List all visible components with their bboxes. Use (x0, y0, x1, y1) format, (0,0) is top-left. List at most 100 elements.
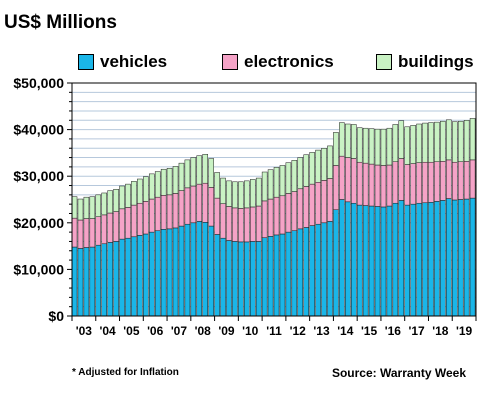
bar-segment-electronics (463, 161, 470, 200)
bar-segment-buildings (261, 171, 268, 202)
bar-segment-electronics (255, 205, 262, 242)
bar-segment-electronics (446, 159, 452, 199)
bar-segment-buildings (356, 127, 363, 163)
bar-segment-vehicles (303, 227, 309, 317)
bar-segment-vehicles (220, 237, 226, 317)
bar-segment-buildings (273, 167, 280, 198)
bar-segment-electronics (244, 207, 250, 243)
x-tick-label: '12 (290, 324, 307, 338)
bar-segment-electronics (166, 194, 173, 230)
bar-segment-electronics (143, 201, 149, 235)
bar-segment-buildings (131, 181, 137, 206)
bar-segment-vehicles (386, 205, 393, 317)
bar-segment-vehicles (446, 198, 452, 317)
bar-segment-buildings (386, 127, 393, 166)
x-tick-label: '07 (171, 324, 188, 338)
bar-segment-electronics (202, 182, 209, 223)
bar-segment-vehicles (125, 237, 131, 317)
bar-segment-buildings (71, 196, 78, 219)
bar-segment-vehicles (457, 199, 464, 317)
bar-segment-vehicles (77, 248, 84, 317)
bar-segment-vehicles (202, 222, 209, 317)
bar-segment-buildings (291, 160, 298, 192)
x-tick-label: '05 (123, 324, 140, 338)
bar-segment-electronics (440, 161, 446, 201)
bar-segment-vehicles (451, 199, 458, 317)
bar-segment-vehicles (315, 223, 321, 317)
bar-segment-buildings (154, 171, 161, 198)
bar-segment-electronics (321, 180, 327, 224)
bar-segment-buildings (392, 124, 399, 162)
bar-segment-vehicles (285, 231, 292, 317)
bar-segment-vehicles (131, 236, 137, 317)
bar-segment-buildings (220, 177, 226, 204)
x-tick-label: '19 (456, 324, 473, 338)
bar-segment-electronics (291, 191, 298, 231)
x-tick-label: '18 (432, 324, 449, 338)
bar-segment-buildings (404, 126, 410, 165)
bar-segment-buildings (285, 162, 292, 194)
y-tick-label: $40,000 (13, 122, 64, 138)
bar-segment-electronics (119, 208, 125, 240)
y-tick-label: $30,000 (13, 168, 64, 184)
bar-segment-electronics (422, 161, 428, 204)
bar-segment-electronics (226, 206, 232, 241)
x-tick-label: '11 (266, 324, 282, 338)
bar-segment-electronics (398, 158, 405, 201)
legend-item-buildings: buildings (376, 52, 474, 72)
bar-segment-electronics (333, 165, 339, 210)
bar-segment-electronics (154, 196, 161, 231)
bar-segment-electronics (374, 164, 381, 207)
bar-segment-vehicles (392, 202, 399, 317)
bar-segment-vehicles (113, 241, 119, 317)
bar-segment-vehicles (89, 246, 96, 317)
bar-segment-electronics (83, 218, 90, 248)
bar-segment-buildings (160, 168, 167, 196)
bar-segment-vehicles (469, 197, 476, 317)
bar-segment-buildings (440, 120, 446, 162)
bar-segment-vehicles (208, 225, 214, 317)
bar-segment-vehicles (416, 202, 422, 317)
bar-segment-buildings (137, 178, 143, 204)
bar-segment-electronics (309, 183, 315, 226)
bar-segment-vehicles (214, 234, 220, 317)
inflation-footnote: * Adjusted for Inflation (72, 367, 179, 378)
x-tick-label: '13 (313, 324, 330, 338)
bar-segment-vehicles (137, 235, 143, 317)
bar-segment-electronics (148, 198, 155, 233)
bar-segment-buildings (398, 120, 405, 159)
bar-segment-vehicles (184, 223, 191, 317)
bar-segment-electronics (469, 159, 476, 199)
bar-segment-electronics (434, 161, 440, 202)
bar-segment-electronics (428, 161, 434, 203)
bar-segment-buildings (202, 154, 209, 184)
bar-segment-vehicles (143, 233, 149, 317)
bar-segment-buildings (463, 120, 470, 162)
bar-segment-buildings (249, 179, 256, 208)
bar-segment-electronics (238, 208, 244, 243)
x-tick-label: '09 (218, 324, 235, 338)
bar-segment-vehicles (238, 241, 244, 317)
bar-segment-electronics (267, 198, 274, 237)
bar-segment-vehicles (297, 228, 304, 317)
bar-segment-vehicles (101, 243, 107, 317)
bar-segment-buildings (422, 122, 428, 163)
x-tick-label: '17 (408, 324, 425, 338)
bar-segment-electronics (196, 183, 203, 222)
bar-segment-vehicles (327, 221, 333, 317)
bar-segment-electronics (392, 161, 399, 204)
bar-segment-electronics (249, 206, 256, 242)
bar-segment-buildings (125, 183, 131, 208)
bar-segment-buildings (232, 181, 238, 209)
bar-segment-electronics (368, 163, 375, 207)
bar-segment-electronics (457, 161, 464, 200)
bar-segment-buildings (416, 123, 422, 163)
bar-segment-electronics (107, 212, 113, 243)
bar-segment-vehicles (172, 227, 179, 317)
bar-segment-electronics (190, 185, 197, 224)
bar-segment-buildings (119, 185, 125, 210)
bar-segment-vehicles (83, 247, 90, 317)
bar-segment-buildings (184, 159, 191, 189)
bar-segment-vehicles (107, 242, 113, 317)
